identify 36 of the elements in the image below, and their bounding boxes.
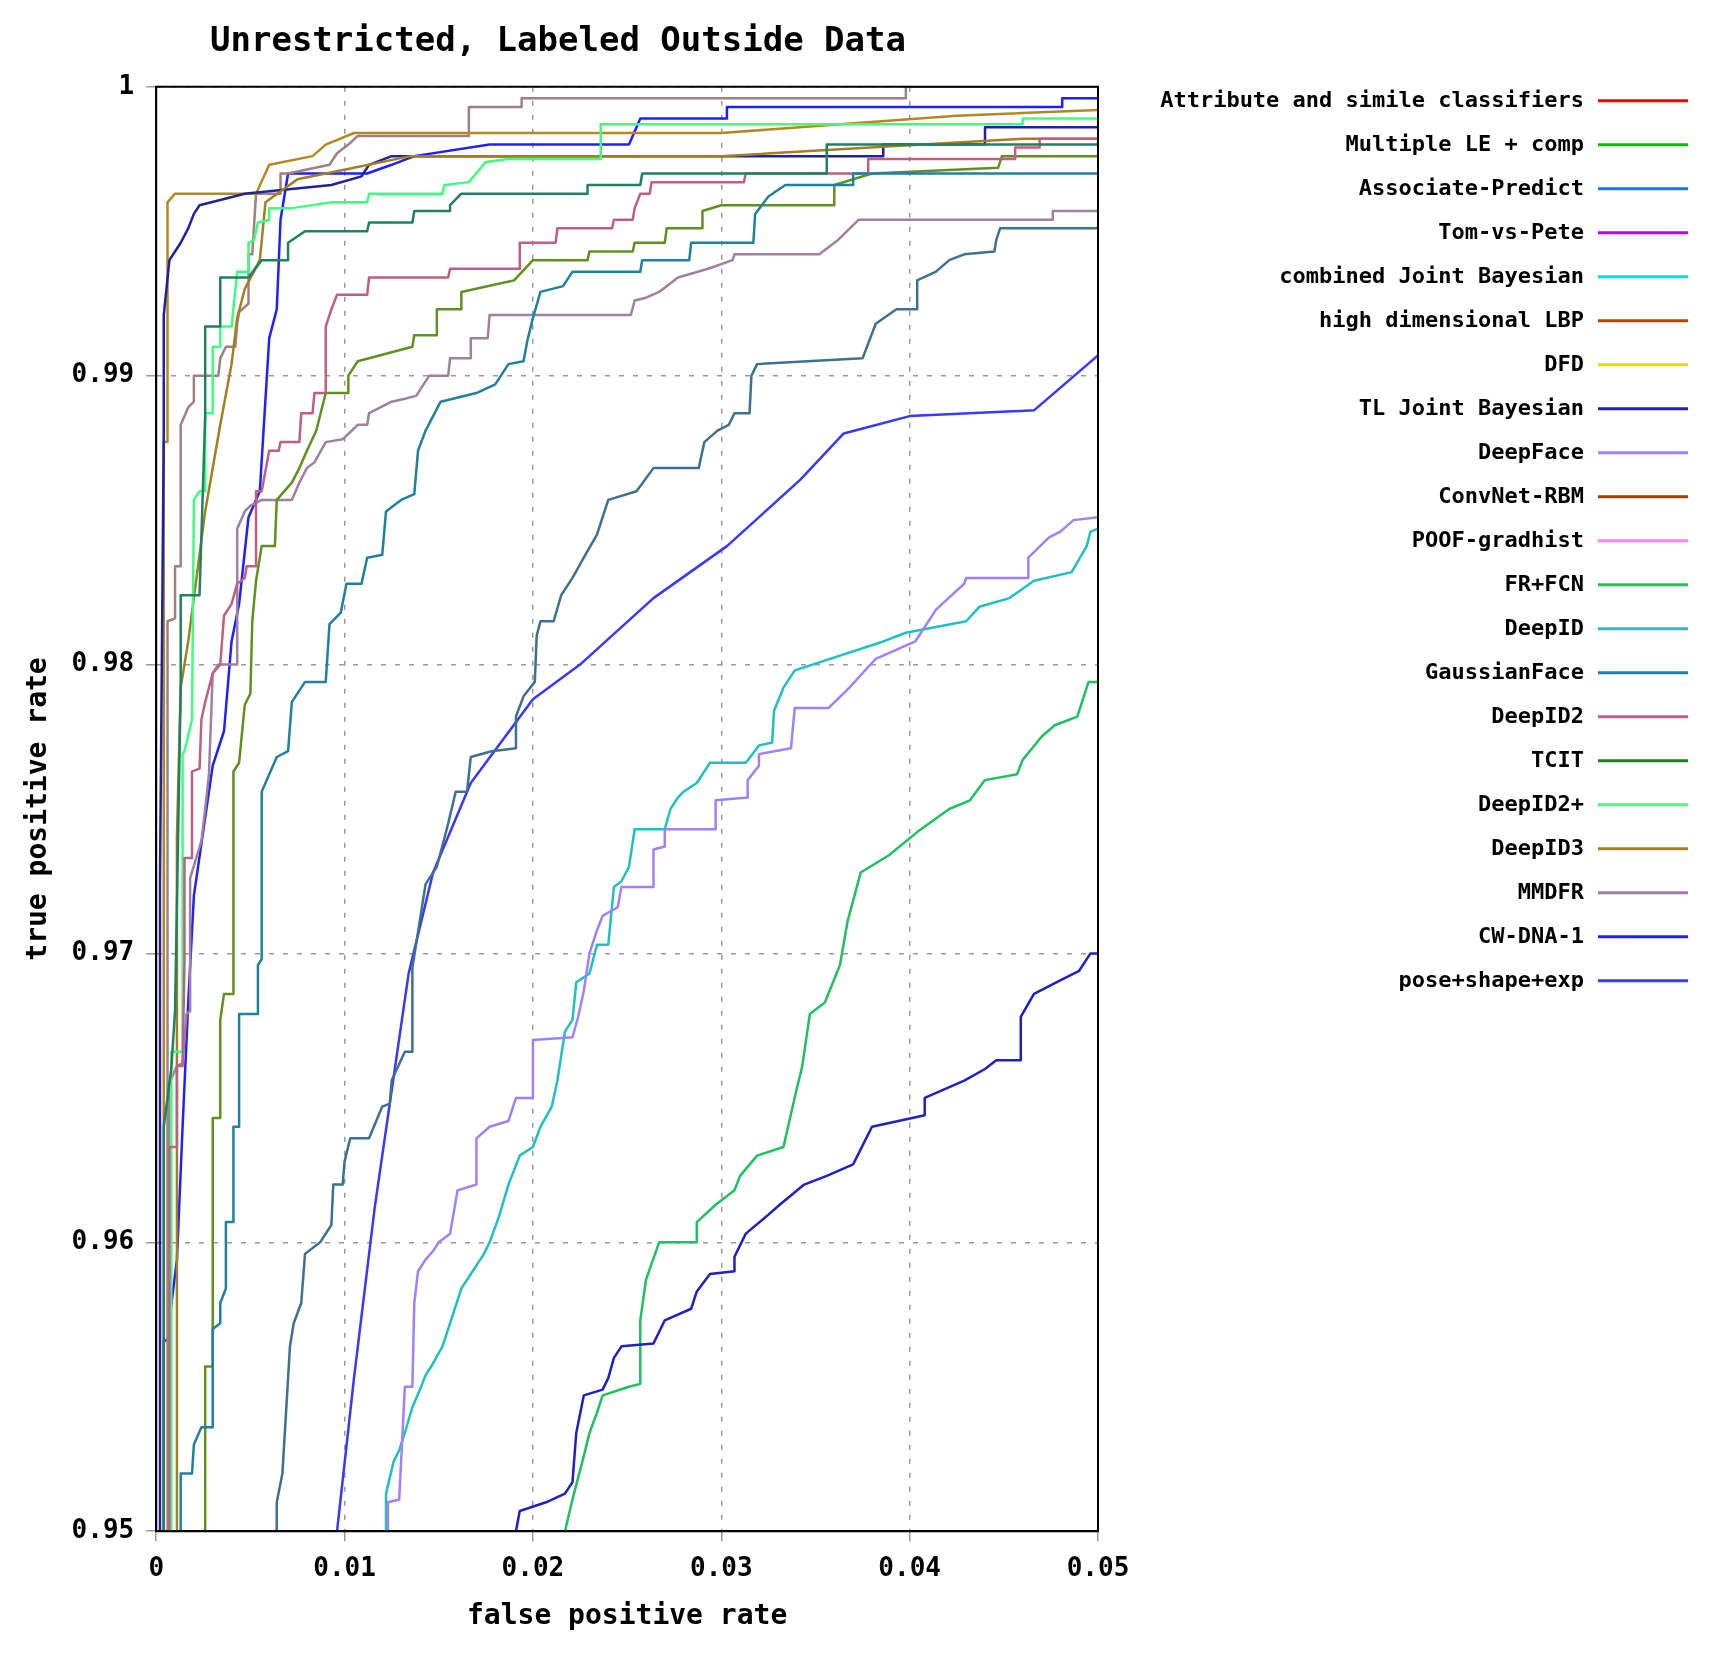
y-tick-label: 0.97 [71,936,135,967]
legend-label: MMDFR [1517,878,1585,904]
legend-label: POOF-gradhist [1411,526,1584,552]
legend-label: DeepFace [1478,438,1584,464]
x-axis-title: false positive rate [466,1598,788,1632]
y-tick-label: 0.95 [71,1513,135,1544]
legend-label: FR+FCN [1504,570,1584,596]
legend-label: Tom-vs-Pete [1438,218,1584,244]
y-tick-label: 0.96 [71,1225,135,1256]
y-tick-label: 1 [118,69,135,100]
legend-label: TL Joint Bayesian [1358,394,1584,420]
legend-label: Associate-Predict [1358,174,1584,200]
y-axis-title: true positive rate [20,657,54,961]
legend-label: TCIT [1531,746,1584,772]
x-tick-label: 0.02 [501,1551,565,1582]
x-tick-label: 0.03 [689,1551,753,1582]
legend-label: DFD [1544,350,1584,376]
y-tick-label: 0.99 [71,358,135,389]
x-tick-label: 0.04 [878,1551,941,1582]
legend-label: DeepID [1504,614,1584,640]
legend-label: DeepID2+ [1478,790,1584,816]
x-tick-label: 0.01 [313,1551,376,1582]
legend-label: GaussianFace [1425,658,1584,684]
x-tick-label: 0 [148,1551,165,1582]
legend-label: combined Joint Bayesian [1279,262,1584,288]
legend-label: ConvNet-RBM [1438,482,1584,508]
legend-label: high dimensional LBP [1319,306,1584,332]
legend-label: Attribute and simile classifiers [1160,86,1584,112]
x-tick-label: 0.05 [1066,1551,1130,1582]
legend-label: DeepID2 [1491,702,1584,728]
legend-label: Multiple LE + comp [1345,130,1584,156]
chart-title: Unrestricted, Labeled Outside Data [210,19,906,60]
legend-label: DeepID3 [1491,834,1584,860]
legend-label: pose+shape+exp [1398,966,1584,992]
legend-label: CW-DNA-1 [1478,922,1584,948]
y-tick-label: 0.98 [71,647,135,678]
